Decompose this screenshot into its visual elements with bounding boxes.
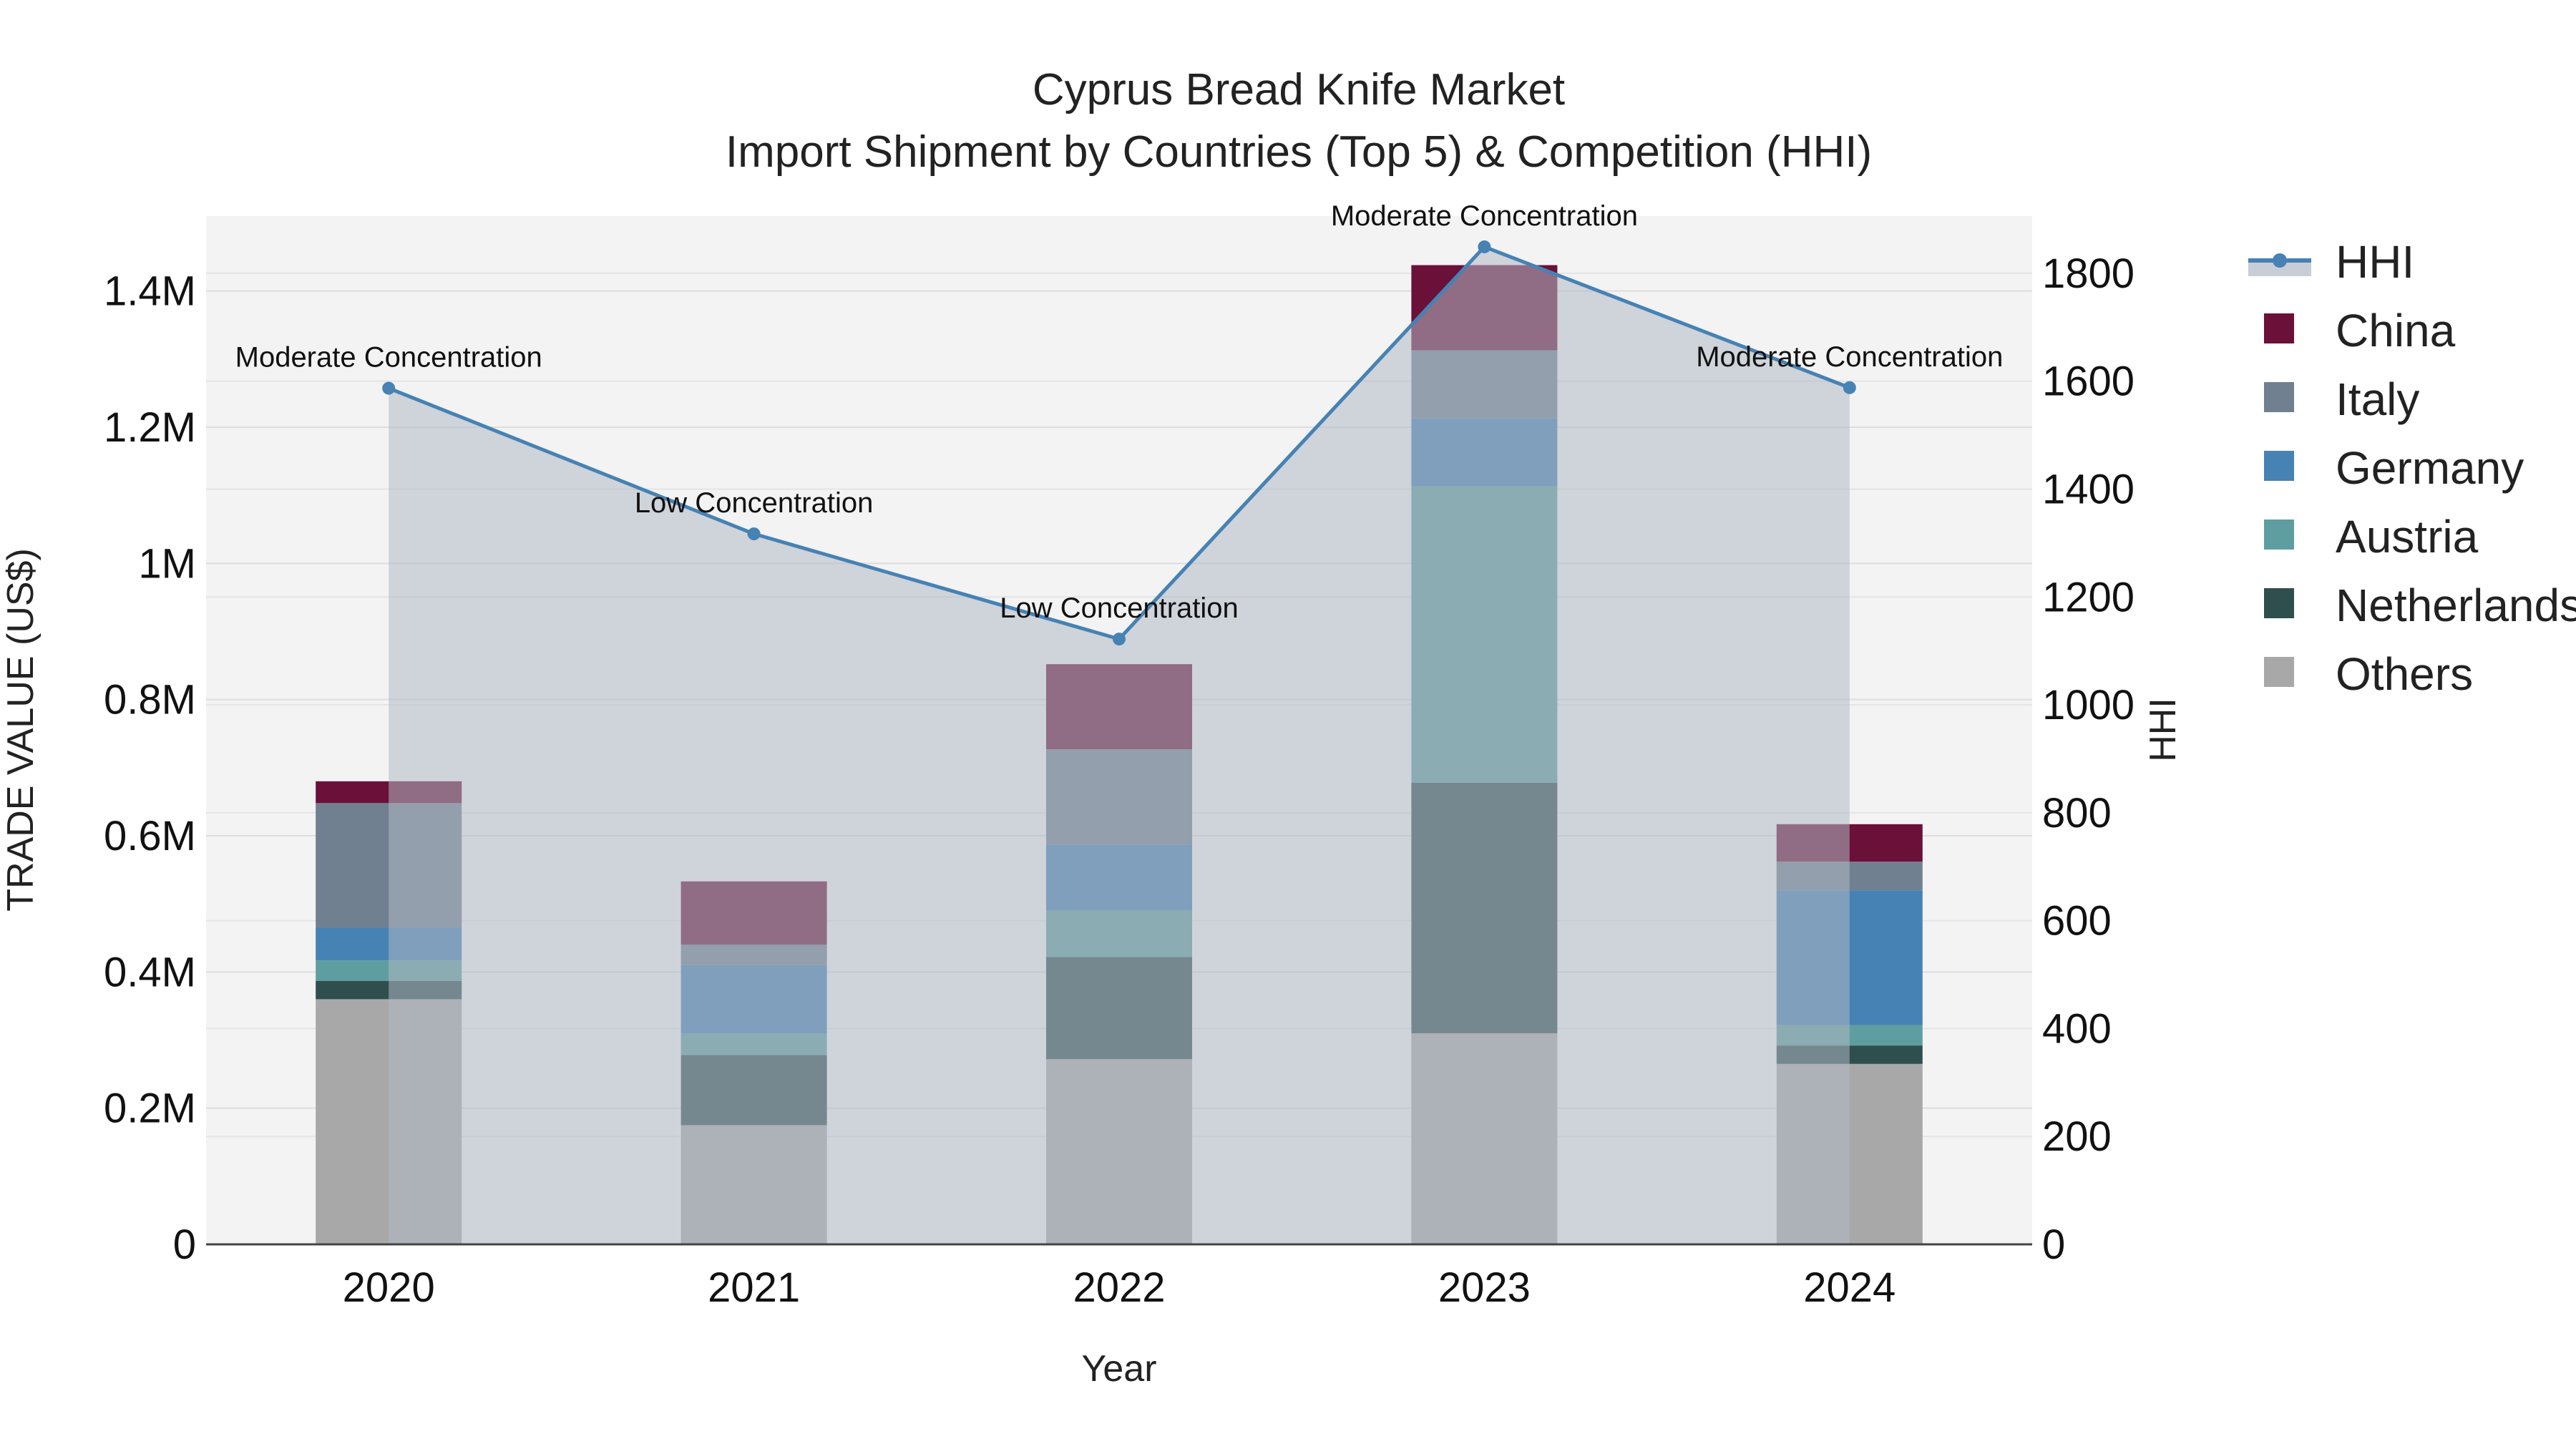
hhi-area-fill bbox=[389, 246, 1850, 1244]
legend-label-austria: Austria bbox=[2336, 511, 2479, 562]
y2-axis-ticks: 0 200 400 600 800 1000 1200 1400 1600 1800 bbox=[2042, 250, 2135, 1268]
y-tick-label: 1.4M bbox=[104, 268, 196, 315]
hhi-point-2024 bbox=[1843, 381, 1856, 394]
legend-label-hhi: HHI bbox=[2336, 236, 2414, 288]
chart-title: Cyprus Bread Knife Market bbox=[1033, 65, 1565, 114]
legend-swatch-hhi-marker bbox=[2273, 253, 2287, 268]
y-tick-label: 0 bbox=[173, 1221, 196, 1268]
y2-tick-label: 1000 bbox=[2042, 682, 2135, 728]
hhi-annotation-2024: Moderate Concentration bbox=[1696, 341, 2003, 373]
y-tick-label: 0.8M bbox=[104, 677, 196, 723]
x-axis-ticks: 2020 2021 2022 2023 2024 bbox=[343, 1264, 1896, 1311]
x-tick-label-2024: 2024 bbox=[1803, 1264, 1896, 1311]
hhi-point-2021 bbox=[747, 527, 761, 541]
y2-tick-label: 600 bbox=[2042, 898, 2112, 945]
legend-label-china: China bbox=[2336, 305, 2456, 356]
x-axis-title: Year bbox=[1081, 1348, 1156, 1390]
legend-swatch-germany bbox=[2264, 451, 2294, 481]
hhi-point-2020 bbox=[382, 381, 396, 395]
hhi-annotation-2021: Low Concentration bbox=[635, 487, 874, 519]
legend-swatch-italy bbox=[2264, 382, 2294, 412]
y2-tick-label: 400 bbox=[2042, 1005, 2112, 1052]
legend: HHI China Italy Germany Austria Netherlands Ot… bbox=[2248, 236, 2576, 700]
hhi-annotation-2020: Moderate Concentration bbox=[235, 342, 542, 374]
chart-subtitle: Import Shipment by Countries (Top 5) & C… bbox=[726, 127, 1872, 177]
legend-swatch-austria bbox=[2264, 519, 2294, 550]
legend-label-germany: Germany bbox=[2336, 442, 2524, 494]
hhi-point-2023 bbox=[1478, 240, 1491, 253]
y-axis-title: TRADE VALUE (US$) bbox=[0, 548, 42, 912]
legend-label-others: Others bbox=[2336, 648, 2473, 700]
legend-swatch-others bbox=[2264, 657, 2294, 687]
y2-axis-title: HHI bbox=[2142, 698, 2184, 762]
y2-tick-label: 0 bbox=[2042, 1221, 2065, 1268]
y2-tick-label: 1600 bbox=[2042, 358, 2135, 405]
y-tick-label: 1.2M bbox=[104, 404, 196, 451]
y2-tick-label: 1400 bbox=[2042, 466, 2135, 512]
legend-swatch-hhi-area bbox=[2248, 260, 2311, 276]
x-tick-label-2023: 2023 bbox=[1438, 1264, 1531, 1311]
x-tick-label-2020: 2020 bbox=[343, 1264, 435, 1311]
x-tick-label-2022: 2022 bbox=[1073, 1264, 1165, 1311]
y2-tick-label: 1800 bbox=[2042, 250, 2135, 297]
y2-tick-label: 200 bbox=[2042, 1113, 2112, 1160]
y-tick-label: 0.6M bbox=[104, 813, 196, 859]
legend-label-italy: Italy bbox=[2336, 374, 2419, 425]
hhi-annotations: Moderate Concentration Low Concentration L… bbox=[235, 200, 2004, 624]
y2-tick-label: 1200 bbox=[2042, 574, 2135, 620]
hhi-point-2022 bbox=[1113, 633, 1126, 646]
y-tick-label: 0.2M bbox=[104, 1085, 196, 1132]
y-tick-label: 1M bbox=[138, 540, 196, 587]
hhi-annotation-2023: Moderate Concentration bbox=[1331, 200, 1638, 232]
y-tick-label: 0.4M bbox=[104, 949, 196, 995]
x-tick-label-2021: 2021 bbox=[708, 1264, 800, 1311]
legend-swatch-netherlands bbox=[2264, 588, 2294, 618]
legend-swatch-china bbox=[2264, 313, 2294, 343]
hhi-annotation-2022: Low Concentration bbox=[1000, 592, 1239, 624]
y-axis-ticks: 0 0.2M 0.4M 0.6M 0.8M 1M 1.2M 1.4M bbox=[104, 268, 196, 1268]
y2-tick-label: 800 bbox=[2042, 790, 2112, 836]
hhi-line bbox=[382, 240, 1856, 1244]
legend-label-netherlands: Netherlands bbox=[2336, 580, 2576, 631]
